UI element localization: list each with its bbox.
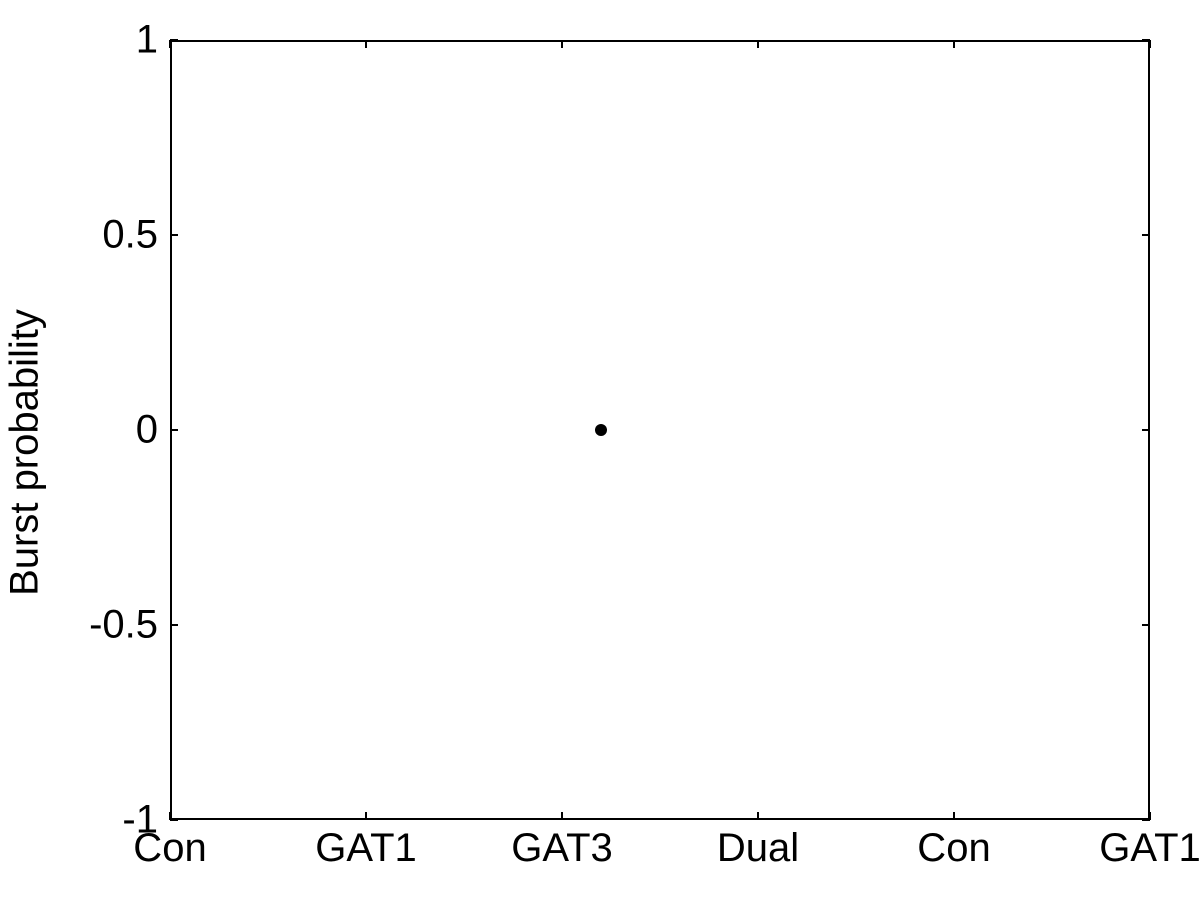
chart-container: Burst probability -1-0.500.51ConGAT1GAT3…: [0, 0, 1200, 900]
xtick-mark: [953, 812, 955, 820]
xtick-label: Con: [917, 826, 990, 871]
ytick-mark: [170, 234, 178, 236]
y-axis-label: Burst probability: [3, 303, 48, 603]
xtick-mark: [1149, 40, 1151, 48]
xtick-label: GAT1: [315, 826, 417, 871]
xtick-mark: [169, 40, 171, 48]
ytick-label: 1: [0, 18, 158, 63]
ytick-mark: [170, 819, 178, 821]
xtick-mark: [169, 812, 171, 820]
xtick-mark: [1149, 812, 1151, 820]
xtick-mark: [365, 812, 367, 820]
xtick-mark: [953, 40, 955, 48]
xtick-label: GAT1: [1099, 826, 1200, 871]
xtick-mark: [561, 812, 563, 820]
data-point: [595, 424, 607, 436]
ytick-mark: [170, 39, 178, 41]
xtick-mark: [757, 40, 759, 48]
ytick-mark: [1142, 429, 1150, 431]
ytick-mark: [1142, 234, 1150, 236]
xtick-label: GAT3: [511, 826, 613, 871]
xtick-mark: [365, 40, 367, 48]
ytick-mark: [170, 624, 178, 626]
ytick-mark: [170, 429, 178, 431]
ytick-label: 0: [0, 408, 158, 453]
xtick-mark: [561, 40, 563, 48]
ytick-mark: [1142, 624, 1150, 626]
ytick-label: 0.5: [0, 213, 158, 258]
xtick-mark: [757, 812, 759, 820]
plot-area: [170, 40, 1150, 820]
xtick-label: Dual: [717, 826, 799, 871]
xtick-label: Con: [133, 826, 206, 871]
ytick-label: -0.5: [0, 603, 158, 648]
